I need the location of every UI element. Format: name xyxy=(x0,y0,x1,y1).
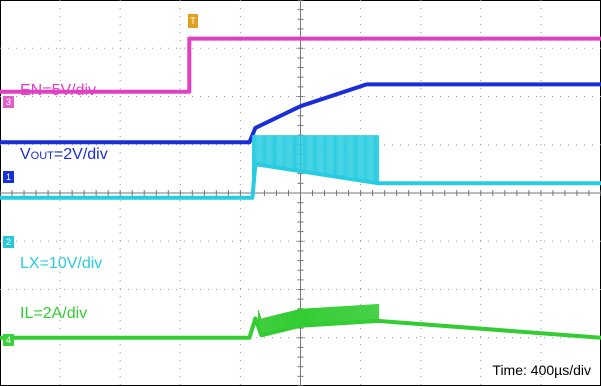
channel-3-marker: 3 xyxy=(3,96,14,108)
vout-label-main: V xyxy=(20,146,31,163)
vout-label-rest: =2V/div xyxy=(53,146,108,163)
channel-1-marker: 1 xyxy=(3,171,14,183)
trigger-marker: T xyxy=(188,14,198,28)
il-label: IL=2A/div xyxy=(20,305,88,322)
vout-label-sub: OUT xyxy=(30,150,54,162)
channel-4-marker: 4 xyxy=(3,334,14,346)
lx-label: LX=10V/div xyxy=(20,255,103,272)
switching-noise-2 xyxy=(251,135,380,198)
channel-2-marker: 2 xyxy=(3,236,14,248)
timebase-label: Time: 400µs/div xyxy=(492,362,591,378)
trace-il-2a-div xyxy=(0,316,601,340)
trace-en-5v-div xyxy=(0,36,601,94)
trace-lx-10v-div xyxy=(0,162,601,200)
trace-vout-2v-div xyxy=(0,82,601,145)
vout-label: VOUT=2V/div xyxy=(20,147,108,163)
en-label: EN=5V/div xyxy=(20,82,97,99)
